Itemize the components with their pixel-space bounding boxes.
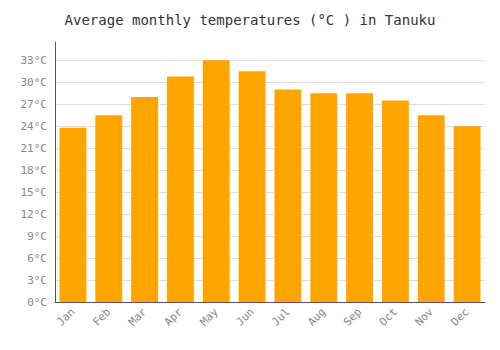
- svg-text:0°C: 0°C: [27, 296, 47, 309]
- svg-text:12°C: 12°C: [21, 208, 48, 221]
- svg-text:30°C: 30°C: [21, 76, 48, 89]
- svg-text:27°C: 27°C: [21, 98, 48, 111]
- svg-text:Oct: Oct: [377, 305, 400, 328]
- svg-text:9°C: 9°C: [27, 230, 47, 243]
- svg-text:Average monthly temperatures (: Average monthly temperatures (°C ) in Ta…: [65, 12, 436, 28]
- svg-text:Nov: Nov: [413, 305, 436, 328]
- svg-text:15°C: 15°C: [21, 186, 48, 199]
- svg-text:3°C: 3°C: [27, 274, 47, 287]
- svg-text:33°C: 33°C: [21, 54, 48, 67]
- svg-text:Feb: Feb: [90, 305, 113, 328]
- svg-text:24°C: 24°C: [21, 120, 48, 133]
- svg-text:Dec: Dec: [448, 305, 471, 328]
- svg-text:Aug: Aug: [305, 305, 328, 328]
- svg-text:6°C: 6°C: [27, 252, 47, 265]
- svg-text:21°C: 21°C: [21, 142, 48, 155]
- svg-text:Mar: Mar: [126, 305, 149, 328]
- svg-text:Jul: Jul: [269, 305, 292, 328]
- svg-text:May: May: [198, 305, 221, 328]
- svg-text:Jun: Jun: [233, 305, 256, 328]
- svg-text:18°C: 18°C: [21, 164, 48, 177]
- svg-text:Sep: Sep: [341, 305, 364, 328]
- svg-text:Jan: Jan: [54, 305, 77, 328]
- svg-text:Apr: Apr: [162, 305, 185, 328]
